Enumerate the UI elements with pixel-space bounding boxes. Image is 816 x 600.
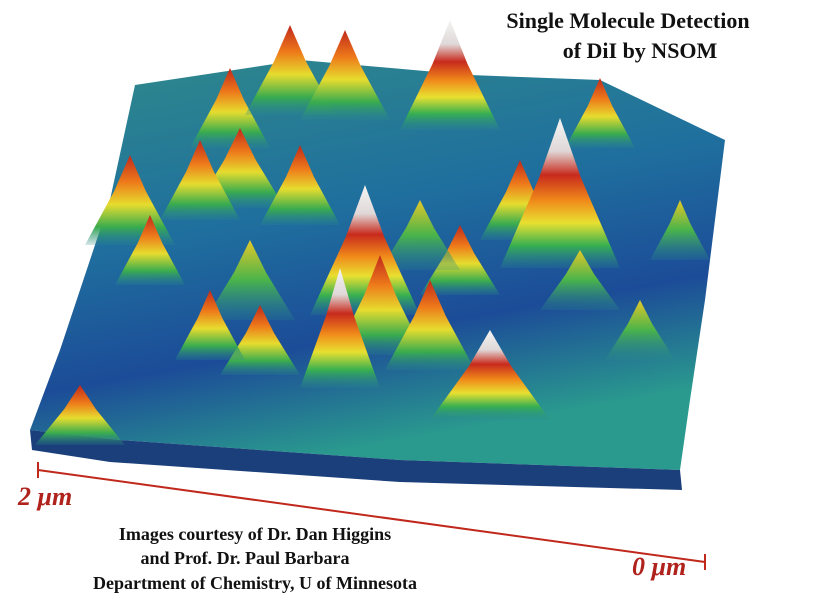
title-line: Single Molecule Detection (506, 8, 749, 33)
title-line: of DiI by NSOM (563, 38, 718, 63)
surface-peak (565, 78, 635, 148)
surface-peak (245, 25, 335, 115)
scale-end: 0 μm (632, 552, 686, 581)
surface-peak (650, 200, 710, 260)
surface-peak (420, 225, 500, 295)
surface-peak (400, 20, 500, 130)
scale-line (37, 469, 706, 563)
surface-peak (430, 330, 550, 420)
nsom-surface (30, 20, 725, 490)
surface-peak (190, 68, 270, 148)
surface-peak (300, 30, 390, 120)
surface-peak (115, 215, 185, 285)
surface-peak (175, 290, 245, 360)
surface-peak (35, 385, 125, 445)
surface-peak (160, 140, 240, 220)
surface-peak (500, 118, 620, 268)
credit-line: Department of Chemistry, U of Minnesota (93, 573, 417, 593)
surface-peak (205, 240, 295, 320)
scale-start: 2 μm (17, 482, 72, 511)
surface-edge (30, 430, 682, 490)
surface-peak (540, 250, 620, 310)
surface-peak (385, 280, 475, 370)
credit-line: Images courtesy of Dr. Dan Higgins (119, 524, 391, 544)
surface-peak (260, 145, 340, 225)
credit-line: and Prof. Dr. Paul Barbara (140, 548, 349, 568)
surface-peak (300, 268, 380, 388)
surface-peak (605, 300, 675, 360)
surface-peak (380, 200, 460, 270)
